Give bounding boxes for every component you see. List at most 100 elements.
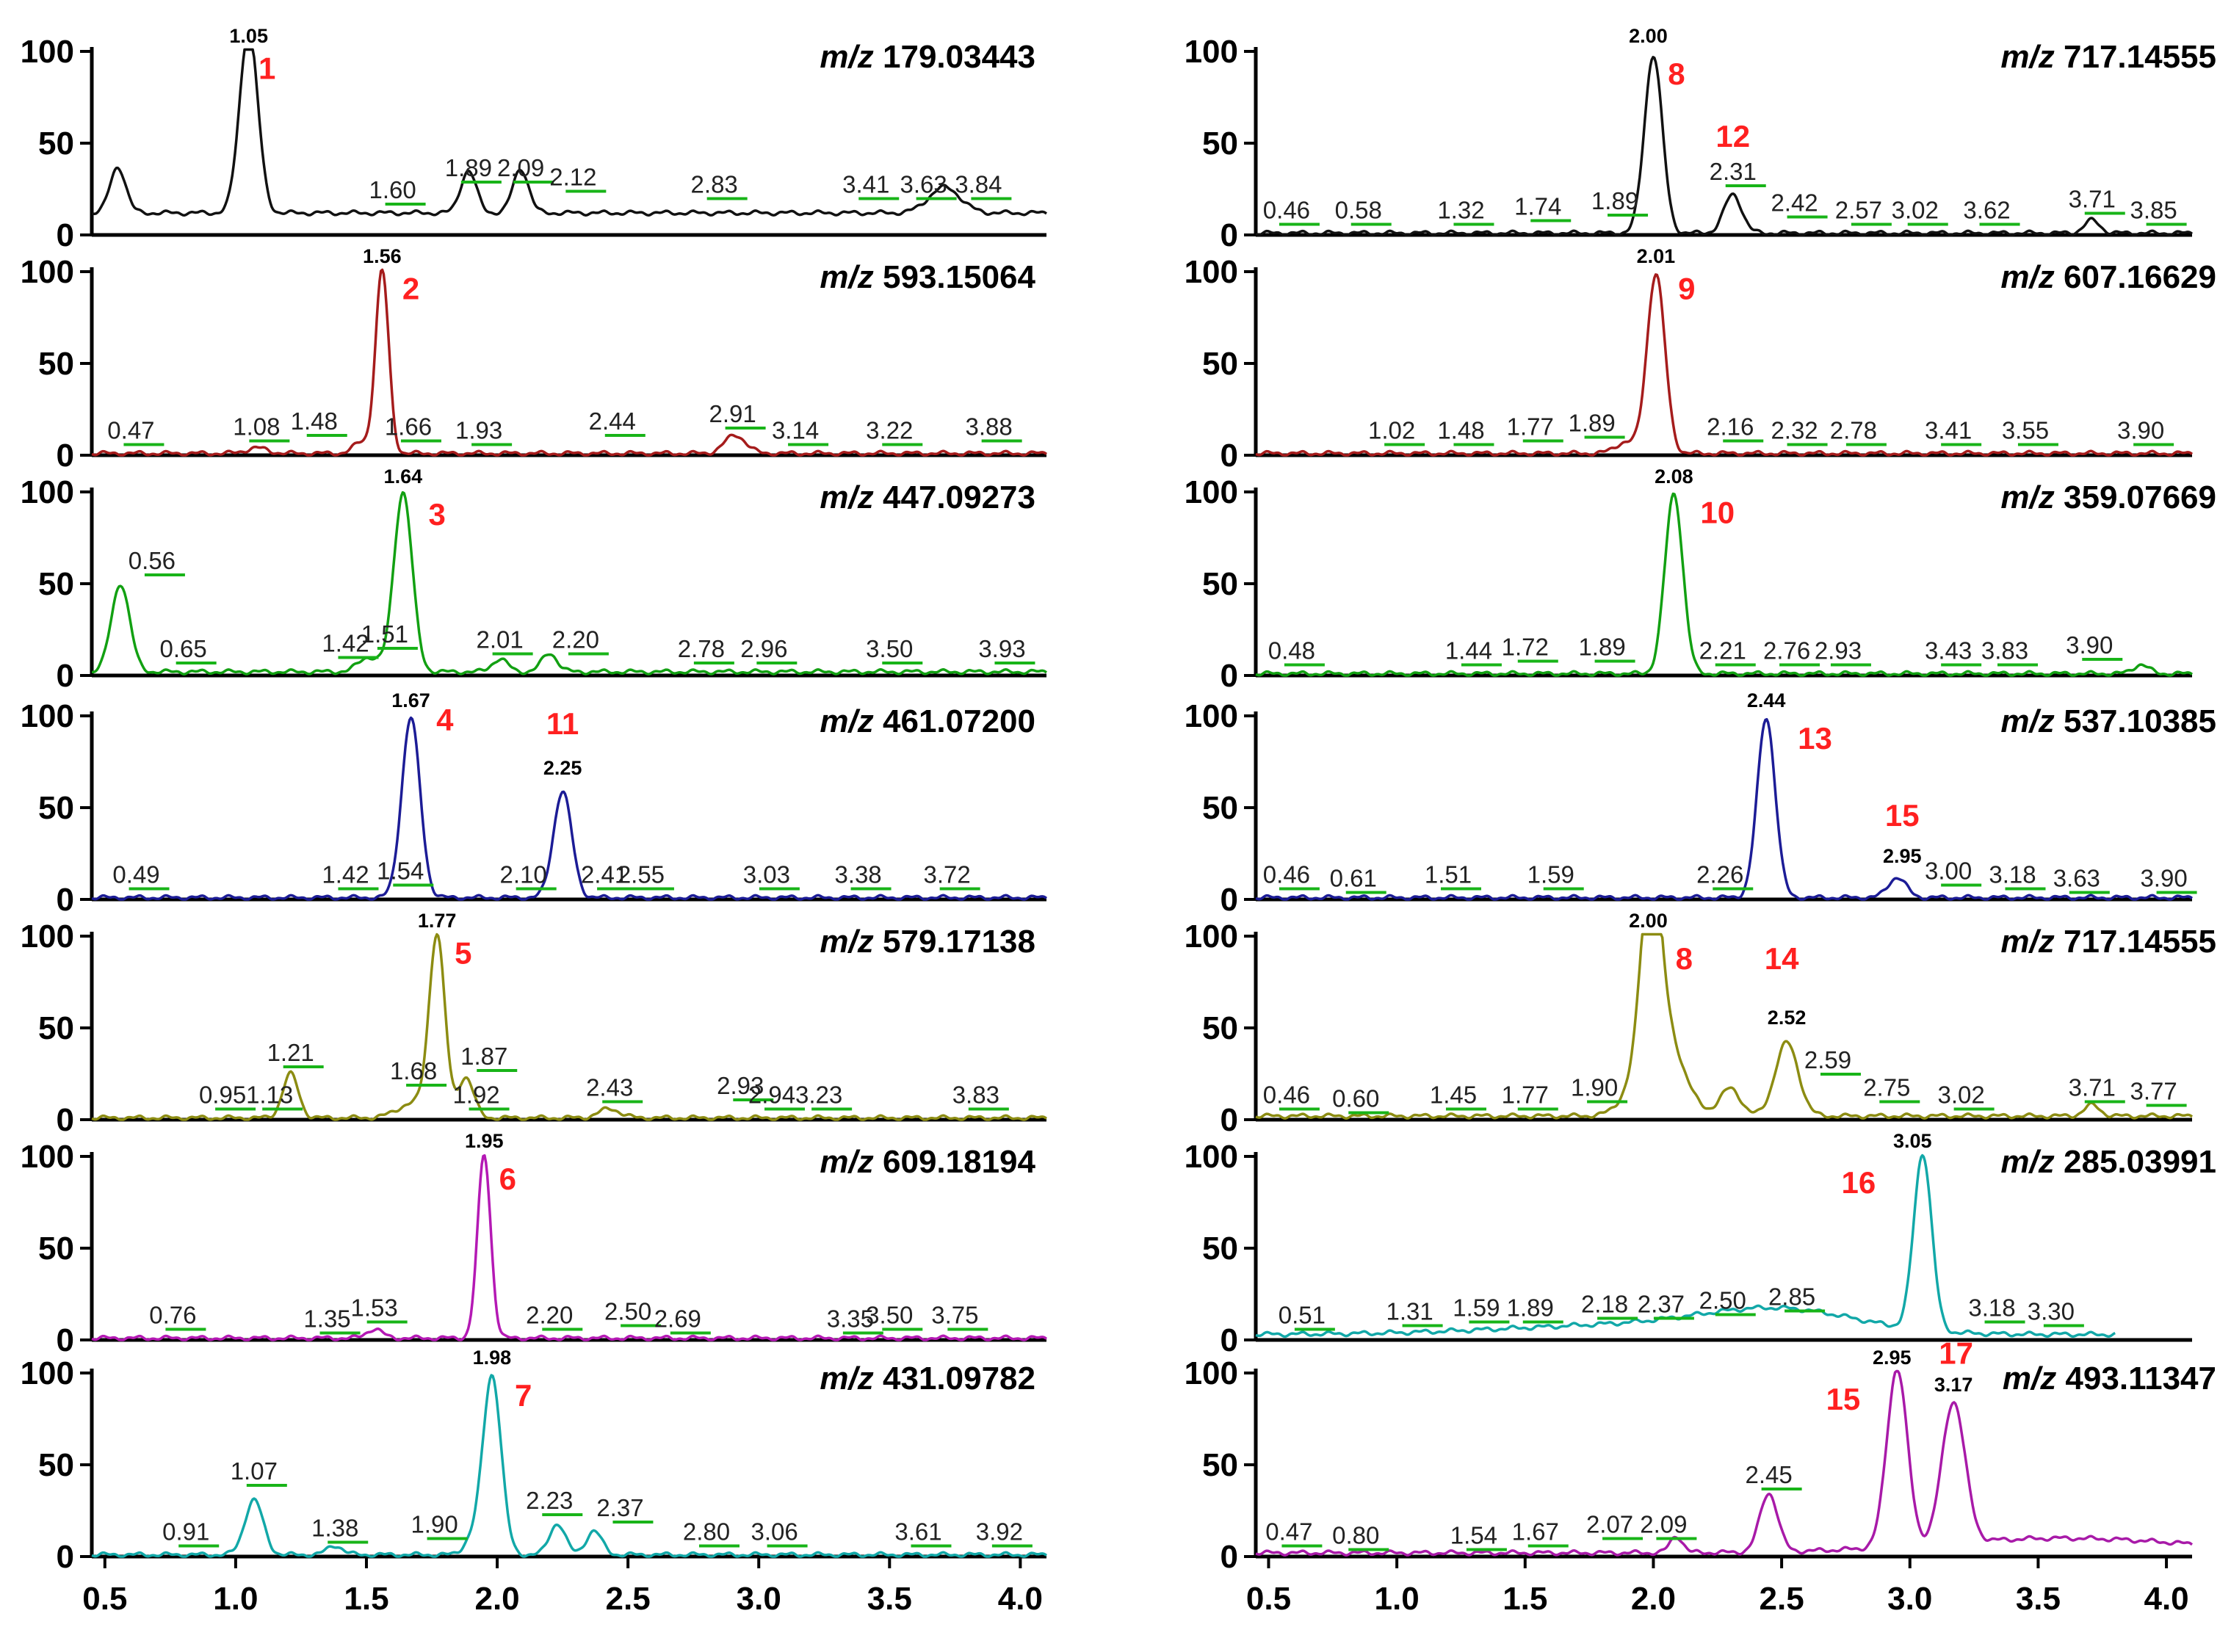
x-tick-label: 2.5 (606, 1581, 651, 1617)
rt-label: 0.58 (1335, 197, 1382, 224)
y-tick-label: 50 (38, 790, 74, 826)
peak-apex-label: 2.00 (1629, 910, 1668, 932)
rt-label: 1.42 (322, 861, 369, 888)
chromatogram-panel-right-7: 100 50 00.5 1.0 1.5 2.0 2.5 3.0 3.5 4.0 0.47 0.80 1.… (1185, 1336, 2216, 1617)
rt-label: 1.35 (303, 1305, 350, 1333)
mz-value: 717.14555 (2055, 39, 2216, 75)
mz-label: m/z 285.03991 (2000, 1144, 2216, 1180)
x-tick-label: 2.5 (1760, 1581, 1804, 1617)
rt-label: 2.01 (476, 626, 523, 653)
rt-label: 0.80 (1332, 1522, 1379, 1549)
y-tick-label: 50 (1202, 1447, 1238, 1483)
compound-number: 7 (515, 1378, 532, 1413)
rt-label: 2.20 (526, 1302, 573, 1329)
rt-label: 3.92 (976, 1518, 1023, 1546)
y-tick-label: 0 (1221, 658, 1238, 694)
rt-label: 0.46 (1263, 861, 1310, 888)
compound-number: 15 (1826, 1382, 1861, 1416)
rt-label: 2.93 (1815, 637, 1862, 664)
rt-label: 1.77 (1502, 1082, 1549, 1109)
mz-prefix: m/z (2003, 1361, 2056, 1396)
y-tick-label: 100 (21, 1355, 74, 1391)
rt-label: 2.31 (1710, 158, 1757, 185)
y-tick-label: 50 (1202, 346, 1238, 382)
x-tick-label: 1.5 (344, 1581, 388, 1617)
compound-number: 5 (455, 936, 471, 971)
chromatogram-trace (91, 1374, 1047, 1558)
chromatogram-panel-right-6: 100 50 0 0.51 1.31 1.59 1.89 2.18 2.37 2.50 2.85 3.… (1185, 1130, 2216, 1358)
rt-label: 3.83 (952, 1082, 999, 1109)
rt-label: 3.18 (1968, 1294, 2015, 1322)
rt-label: 2.37 (1638, 1291, 1685, 1318)
mz-label: m/z 717.14555 (2000, 924, 2216, 960)
chromatogram-trace (1255, 1369, 2194, 1557)
mz-value: 579.17138 (874, 924, 1035, 960)
rt-label: 2.16 (1707, 413, 1754, 441)
rt-label: 2.94 (748, 1082, 795, 1109)
y-tick-label: 50 (38, 1447, 74, 1483)
rt-label: 1.67 (1512, 1518, 1559, 1546)
compound-number: 9 (1678, 272, 1695, 306)
rt-label: 1.59 (1527, 861, 1574, 888)
rt-label: 3.77 (2130, 1078, 2177, 1105)
rt-label: 3.63 (900, 171, 947, 198)
chromatogram-trace (1255, 492, 2194, 677)
x-tick-label: 3.5 (2016, 1581, 2061, 1617)
rt-label: 1.87 (460, 1043, 507, 1070)
rt-label: 1.89 (1578, 634, 1625, 661)
peak-apex-label: 1.98 (473, 1347, 512, 1369)
rt-label: 0.56 (129, 547, 176, 574)
rt-label: 3.55 (2002, 417, 2049, 444)
rt-label: 1.02 (1368, 417, 1415, 444)
mz-label: m/z 609.18194 (820, 1144, 1035, 1180)
rt-label: 0.47 (107, 417, 154, 444)
rt-label: 2.96 (740, 635, 787, 662)
rt-label: 3.18 (1989, 861, 2036, 888)
rt-label: 3.06 (751, 1518, 798, 1546)
rt-label: 1.44 (1445, 637, 1492, 664)
mz-prefix: m/z (2000, 259, 2054, 295)
chromatogram-trace (91, 716, 1047, 901)
chromatogram-panel-right-2: 100 50 0 1.02 1.48 1.77 1.89 2.16 2.32 2.78 3.41 3.… (1185, 245, 2216, 474)
peak-apex-label: 2.01 (1637, 245, 1676, 267)
chromatogram-trace (91, 1154, 1047, 1341)
rt-label: 3.90 (2117, 417, 2164, 444)
peak-apex-label: 1.77 (418, 910, 457, 932)
rt-label: 3.72 (924, 861, 971, 888)
y-tick-label: 100 (1185, 919, 1238, 954)
rt-label: 3.41 (842, 171, 889, 198)
rt-label: 2.10 (500, 861, 547, 888)
rt-label: 2.23 (526, 1487, 573, 1514)
rt-label: 1.51 (1425, 861, 1472, 888)
y-tick-label: 100 (21, 34, 74, 70)
rt-label: 1.90 (411, 1511, 458, 1538)
rt-label: 3.71 (2069, 1074, 2116, 1101)
compound-number: 10 (1700, 496, 1735, 530)
chromatogram-panel-right-1: 100 50 0 0.46 0.58 1.32 1.74 1.89 2.31 2.42 2.57 3.… (1185, 25, 2216, 253)
peak-apex-label: 1.64 (384, 465, 423, 488)
y-tick-label: 50 (1202, 566, 1238, 602)
rt-label: 2.43 (586, 1074, 633, 1101)
x-tick-label: 1.0 (1375, 1581, 1420, 1617)
rt-label: 3.88 (966, 413, 1013, 441)
peak-apex-label: 2.95 (1873, 1347, 1912, 1369)
chromatogram-trace (91, 268, 1047, 457)
y-tick-label: 0 (57, 1539, 74, 1575)
mz-value: 285.03991 (2055, 1144, 2216, 1180)
compound-number: 16 (1842, 1165, 1876, 1200)
y-tick-label: 0 (57, 658, 74, 694)
rt-label: 3.38 (834, 861, 881, 888)
y-tick-label: 50 (38, 566, 74, 602)
rt-label: 1.89 (1568, 410, 1615, 437)
secondary-peak-label: 3.17 (1934, 1374, 1973, 1396)
chromatogram-trace (91, 48, 1047, 217)
secondary-peak-label: 2.25 (543, 757, 582, 779)
chromatogram-panel-left-5: 100 50 0 0.95 1.13 1.21 1.68 1.87 1.92 2.43 2.932.… (21, 910, 1047, 1138)
mz-prefix: m/z (820, 1144, 873, 1180)
mz-value: 447.09273 (874, 479, 1035, 515)
rt-label: 1.92 (452, 1082, 499, 1109)
rt-label: 2.09 (1640, 1511, 1687, 1538)
mz-label: m/z 717.14555 (2000, 39, 2216, 75)
y-tick-label: 0 (57, 1322, 74, 1358)
